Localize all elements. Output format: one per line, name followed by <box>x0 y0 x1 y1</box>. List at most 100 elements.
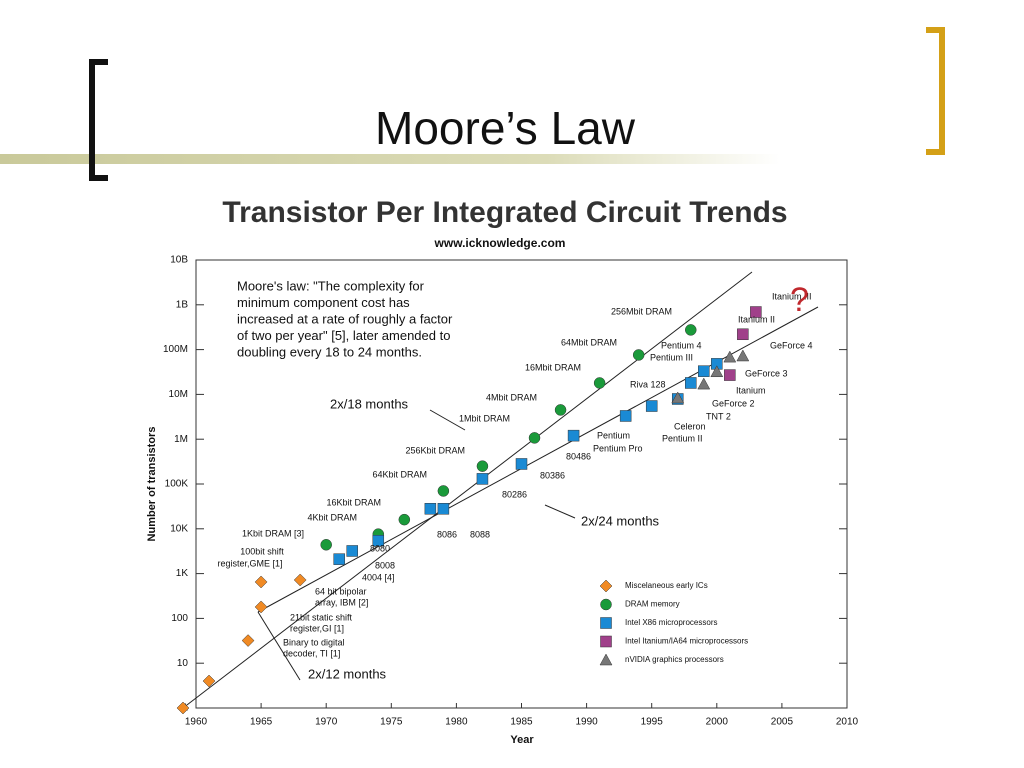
annotation: register,GI [1] <box>290 623 344 633</box>
data-point <box>619 410 632 422</box>
x-tick-label: 2010 <box>836 717 859 728</box>
annotation: Celeron <box>674 421 706 431</box>
trend-line <box>257 611 301 681</box>
annotation: 64 bit bipolar <box>315 586 367 596</box>
leader-line <box>544 504 576 519</box>
annotation: Pentium 4 <box>661 340 702 350</box>
annotation: GeForce 4 <box>770 340 813 350</box>
annotation: 4Mbit DRAM <box>486 392 537 402</box>
x-tick-label: 1970 <box>315 717 338 728</box>
legend-label: nVIDIA graphics processors <box>625 655 724 664</box>
data-point <box>476 460 489 472</box>
annotation: 16Kbit DRAM <box>326 497 381 507</box>
annotation: 8080 <box>370 543 390 553</box>
data-point <box>632 349 645 361</box>
data-point <box>723 350 737 363</box>
annotation: Pentium Pro <box>593 443 643 453</box>
annotation: 4Kbit DRAM <box>307 512 357 522</box>
quote-line: Moore's law: "The complexity for <box>237 278 425 293</box>
leader-line <box>429 409 466 431</box>
y-tick-label: 10K <box>170 523 188 534</box>
quote-line: increased at a rate of roughly a factor <box>237 311 453 326</box>
data-point <box>476 473 489 485</box>
legend-marker <box>599 653 613 666</box>
legend-label: Intel Itanium/IA64 microprocessors <box>625 637 748 646</box>
data-point <box>685 324 697 336</box>
annotation: 8086 <box>437 529 457 539</box>
annotation: Pentium III <box>650 352 693 362</box>
quote-line: doubling every 18 to 24 months. <box>237 344 422 359</box>
data-point <box>398 513 411 526</box>
x-tick-label: 1975 <box>380 717 403 728</box>
annotation: 8008 <box>375 560 395 570</box>
annotation: 80286 <box>502 489 527 499</box>
y-tick-label: 10 <box>177 658 189 669</box>
data-point <box>737 328 749 341</box>
legend-label: Intel X86 microprocessors <box>625 618 717 627</box>
annotation: Itanium <box>736 385 766 395</box>
annotation: GeForce 3 <box>745 368 788 378</box>
x-tick-label: 1965 <box>250 717 273 728</box>
y-tick-label: 100K <box>165 479 189 490</box>
trend-line <box>257 306 819 613</box>
data-point <box>333 553 345 565</box>
chart-title: Transistor Per Integrated Circuit Trends <box>222 196 787 229</box>
annotation: 256Mbit DRAM <box>611 306 672 316</box>
y-tick-label: 1B <box>176 299 189 310</box>
data-point <box>697 377 711 390</box>
annotation: Itanium II <box>738 314 775 324</box>
legend-label: DRAM memory <box>625 600 680 609</box>
x-tick-label: 2000 <box>706 717 729 728</box>
annotation: register,GME [1] <box>217 558 282 568</box>
y-tick-label: 1M <box>174 434 188 445</box>
x-tick-label: 1995 <box>641 717 664 728</box>
annotation: 1Kbit DRAM [3] <box>242 528 304 538</box>
title-band <box>0 154 780 164</box>
data-point <box>437 485 450 497</box>
data-point <box>671 391 685 404</box>
x-tick-label: 1980 <box>445 717 468 728</box>
y-axis-label: Number of transistors <box>146 427 158 542</box>
data-point <box>202 674 216 688</box>
data-point <box>176 701 190 715</box>
data-point <box>685 377 697 389</box>
data-point <box>424 503 437 515</box>
data-point <box>515 458 528 470</box>
annotation: 80486 <box>566 451 591 461</box>
annotation: 21bit static shift <box>290 612 353 622</box>
data-point <box>554 404 567 416</box>
trend-label: 2x/18 months <box>330 396 409 411</box>
annotation: decoder, TI [1] <box>283 648 340 658</box>
y-tick-label: 10B <box>170 255 188 266</box>
x-tick-label: 1960 <box>185 717 208 728</box>
legend-label: Miscelaneous early ICs <box>625 581 708 590</box>
x-tick-label: 1985 <box>510 717 533 728</box>
annotation: 64Mbit DRAM <box>561 337 617 347</box>
data-point <box>320 539 332 551</box>
annotation: Binary to digital <box>283 637 345 647</box>
annotation: Riva 128 <box>630 379 666 389</box>
x-tick-label: 2005 <box>771 717 794 728</box>
y-tick-label: 1K <box>176 568 189 579</box>
data-point <box>724 369 736 381</box>
annotation: Pentium <box>597 430 630 440</box>
data-point <box>437 503 450 515</box>
annotation: 1Mbit DRAM <box>459 413 510 423</box>
data-point <box>241 634 255 647</box>
annotation: GeForce 2 <box>712 398 755 408</box>
data-point <box>593 377 606 389</box>
data-point <box>567 429 580 442</box>
data-point <box>710 365 724 378</box>
y-tick-label: 100M <box>163 344 188 355</box>
data-point <box>736 349 750 362</box>
quote-line: minimum component cost has <box>237 295 410 310</box>
annotation: 16Mbit DRAM <box>525 362 581 372</box>
annotation: 8088 <box>470 529 490 539</box>
data-point <box>346 545 358 557</box>
y-tick-label: 100 <box>171 613 188 624</box>
right-bracket <box>926 27 945 155</box>
annotation: 100bit shift <box>240 546 284 556</box>
data-point <box>698 365 710 377</box>
